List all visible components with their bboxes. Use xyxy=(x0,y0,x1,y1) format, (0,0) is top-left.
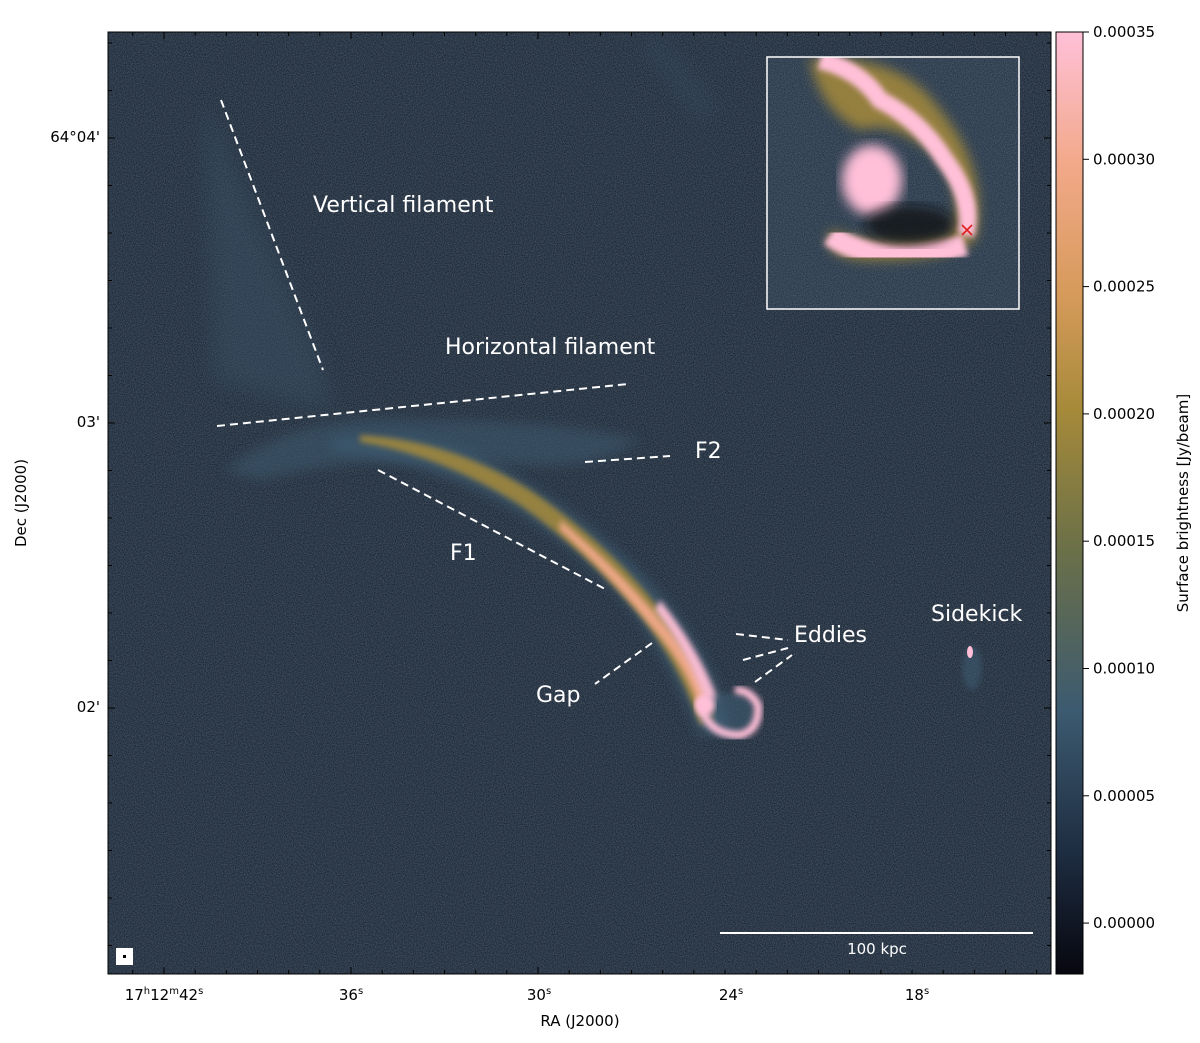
colorbar-tick-label: 0.00005 xyxy=(1093,787,1155,805)
colorbar-tick-label: 0.00010 xyxy=(1093,659,1155,677)
dec-tick-label: 03' xyxy=(77,413,100,431)
core-marker-icon xyxy=(961,224,973,236)
x-axis-label: RA (J2000) xyxy=(540,1012,619,1030)
beam-marker xyxy=(116,948,133,965)
dec-tick-labels: 64°04' 03' 02' xyxy=(50,128,100,716)
label-sidekick: Sidekick xyxy=(931,602,1023,627)
scale-bar-label: 100 kpc xyxy=(847,940,907,958)
dec-tick-label: 64°04' xyxy=(50,128,100,146)
label-gap: Gap xyxy=(536,683,581,708)
y-axis-label: Dec (J2000) xyxy=(12,459,30,547)
colorbar-gradient xyxy=(1055,31,1084,975)
dec-tick-label: 02' xyxy=(77,698,100,716)
scale-bar: 100 kpc xyxy=(720,932,1033,958)
colorbar-tick-label: 0.00025 xyxy=(1093,278,1155,296)
label-eddies: Eddies xyxy=(794,623,867,648)
ra-tick-label: 17h12m42s xyxy=(125,986,204,1004)
label-f1: F1 xyxy=(450,541,477,566)
colorbar-tick-label: 0.00035 xyxy=(1093,23,1155,41)
colorbar-tick-label: 0.00030 xyxy=(1093,150,1155,168)
ra-tick-label: 18s xyxy=(905,986,929,1004)
ra-tick-label: 24s xyxy=(719,986,743,1004)
colorbar: 0.00035 0.00030 0.00025 0.00020 0.00015 0.000… xyxy=(1055,23,1192,975)
image-frame xyxy=(107,31,1052,975)
colorbar-ticks: 0.00035 0.00030 0.00025 0.00020 0.00015 0.000… xyxy=(1083,23,1155,932)
axis-ticks xyxy=(108,32,1051,974)
colorbar-tick-label: 0.00020 xyxy=(1093,405,1155,423)
colorbar-tick-label: 0.00015 xyxy=(1093,532,1155,550)
label-horizontal-filament: Horizontal filament xyxy=(445,335,656,360)
ra-tick-label: 30s xyxy=(527,986,551,1004)
label-f2: F2 xyxy=(695,439,722,464)
ra-tick-label: 36s xyxy=(339,986,363,1004)
colorbar-label: Surface brightness [Jy/beam] xyxy=(1174,394,1192,612)
ra-tick-labels: 17h12m42s 36s 30s 24s 18s xyxy=(125,986,929,1004)
inset-zoom xyxy=(766,56,1020,310)
annotation-lines xyxy=(216,99,793,685)
label-vertical-filament: Vertical filament xyxy=(313,193,494,218)
colorbar-tick-label: 0.00000 xyxy=(1093,914,1155,932)
